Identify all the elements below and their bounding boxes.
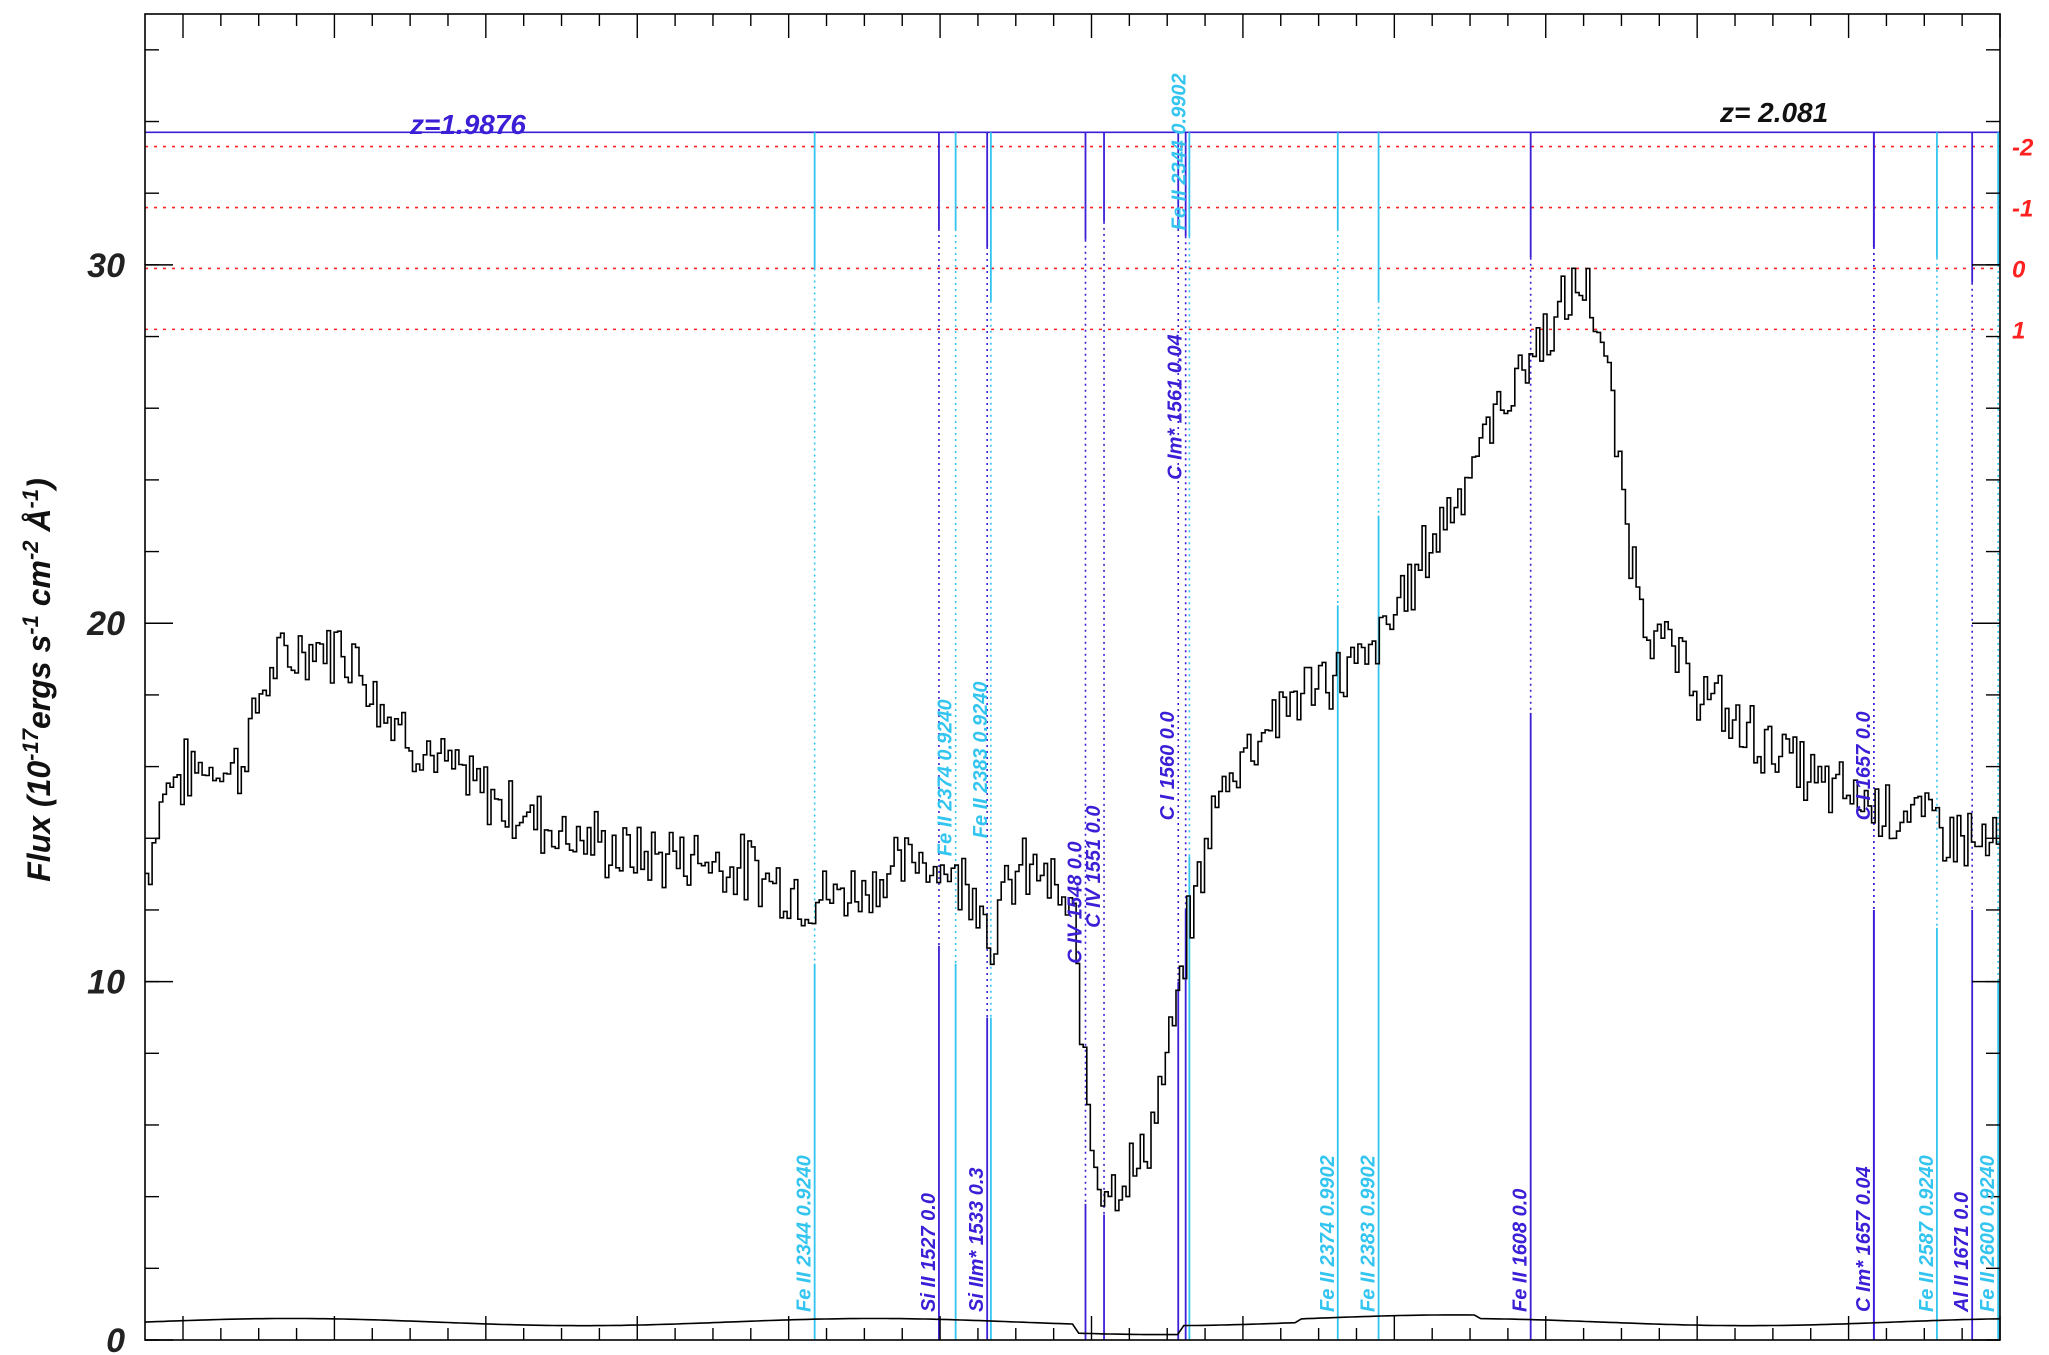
y-tick-label: 10 xyxy=(87,964,125,1002)
offset-label: -1 xyxy=(2012,196,2033,223)
y-axis-label-part: Flux (10 xyxy=(21,761,57,882)
line-label: Fe II 2383 0.9902 xyxy=(1358,1155,1380,1312)
line-markers xyxy=(813,132,2000,1340)
flux-spectrum xyxy=(144,267,2001,1336)
z-label-left: z=1.9876 xyxy=(409,109,526,140)
z-label-right: z= 2.081 xyxy=(1719,97,1828,128)
line-label: Fe II 2344 0.9240 xyxy=(794,1155,816,1312)
y-axis-label-part: ergs s xyxy=(21,635,57,729)
line-label: Fe II 2344 0.9902 xyxy=(1168,73,1190,230)
y-axis-label-part: cm xyxy=(21,560,57,615)
y-axis-label-part: ) xyxy=(21,478,57,492)
offset-label: 1 xyxy=(2012,317,2025,344)
line-label: Al II 1671 0.0 xyxy=(1951,1192,1973,1313)
flux-line xyxy=(145,267,2000,1212)
line-label: C Im* 1561 0.04 xyxy=(1165,334,1187,480)
line-label: Si II 1527 0.0 xyxy=(918,1193,940,1312)
line-label: C IV 1548 0.0 xyxy=(1064,841,1086,963)
y-tick-label: 20 xyxy=(86,605,125,643)
annotations: -2 -1 0 1 Fe II 2344 0.9240 Si II 1527 0.0 Fe … xyxy=(794,73,2034,1313)
y-axis-label-part: -1 xyxy=(18,489,43,509)
y-tick-label: 0 xyxy=(106,1322,125,1355)
line-label: Fe II 2600 0.9240 xyxy=(1977,1155,1999,1312)
line-label: Fe II 2374 0.9902 xyxy=(1317,1155,1339,1312)
line-label: C IV 1551 0.0 xyxy=(1083,806,1105,928)
line-label: Fe II 2374 0.9240 xyxy=(935,699,957,856)
y-axis-label: Flux (10-17ergs s-1 cm-2 Å-1) xyxy=(18,478,58,881)
y-axis-label-part: -1 xyxy=(18,615,43,635)
error-spectrum xyxy=(144,1314,2001,1336)
y-axis-label-part: -17 xyxy=(18,727,43,761)
line-label: C I 1560 0.0 xyxy=(1157,711,1179,820)
line-label: Fe II 1608 0.0 xyxy=(1510,1189,1532,1312)
y-axis: 0 10 20 30 xyxy=(86,14,2001,1355)
y-tick-label: 30 xyxy=(87,247,125,285)
line-label: C I 1657 0.0 xyxy=(1853,711,1875,820)
line-label: Fe II 2383 0.9240 xyxy=(970,681,992,838)
plot-frame xyxy=(144,13,2001,1341)
y-axis-label-part: -2 xyxy=(18,540,43,560)
line-label: C Im* 1657 0.04 xyxy=(1853,1166,1875,1312)
offset-label: -2 xyxy=(2012,135,2034,162)
line-label: Si IIm* 1533 0.3 xyxy=(966,1167,988,1312)
offset-guides xyxy=(145,131,2000,331)
y-axis-label-part: Å xyxy=(21,508,57,540)
offset-label: 0 xyxy=(2012,256,2026,283)
frame-rect xyxy=(144,13,2001,1341)
line-label: Fe II 2587 0.9240 xyxy=(1916,1155,1938,1312)
